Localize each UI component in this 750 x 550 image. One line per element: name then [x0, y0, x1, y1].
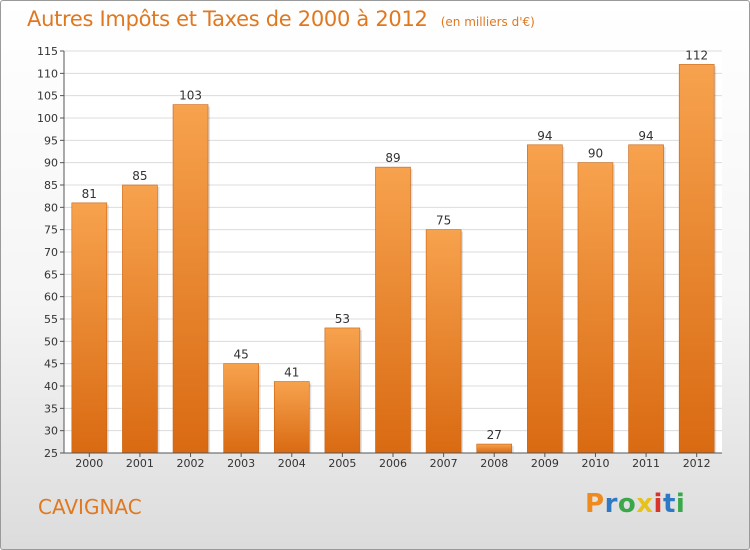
bar-2007 [425, 229, 462, 454]
bar-2010 [577, 162, 614, 454]
y-tick-label: 35 [44, 402, 58, 415]
title-block: Autres Impôts et Taxes de 2000 à 2012 (e… [27, 7, 535, 31]
x-tick-label: 2008 [480, 457, 508, 470]
x-tick-label: 2006 [379, 457, 407, 470]
bar-2006 [375, 166, 411, 454]
logo-letter: i [675, 489, 686, 519]
value-label: 27 [487, 428, 502, 442]
y-tick-label: 55 [44, 313, 58, 326]
chart-unit: (en milliers d'€) [440, 15, 535, 29]
logo-letter: i [653, 489, 663, 519]
bar-2004 [273, 381, 310, 454]
proxiti-logo: Proxiti [585, 489, 685, 519]
x-tick-label: 2000 [75, 457, 103, 470]
bar-2012 [678, 64, 715, 454]
logo-letter: x [636, 489, 654, 519]
y-tick-label: 45 [44, 358, 58, 371]
y-tick-label: 90 [44, 157, 58, 170]
y-tick-label: 110 [37, 67, 58, 80]
axes: 25 30 35 40 45 50 55 60 65 70 75 80 85 90 95 100 105 110 1… [37, 45, 722, 470]
y-tick-label: 95 [44, 134, 58, 147]
x-tick-label: 2002 [177, 457, 205, 470]
bar-2008 [476, 443, 513, 454]
value-label: 112 [685, 48, 708, 62]
x-tick-label: 2003 [227, 457, 255, 470]
value-label: 103 [179, 89, 202, 103]
value-label: 85 [132, 169, 147, 183]
value-label: 75 [436, 214, 451, 228]
y-tick-label: 105 [37, 90, 58, 103]
logo-letter: t [662, 489, 676, 519]
x-tick-label: 2012 [683, 457, 711, 470]
y-tick-label: 75 [44, 224, 58, 237]
y-tick-label: 65 [44, 268, 58, 281]
value-label: 89 [385, 151, 400, 165]
bar-2000 [71, 202, 108, 454]
bar-2001 [122, 184, 158, 454]
bar-2003 [223, 363, 259, 454]
x-tick-label: 2011 [632, 457, 660, 470]
logo-letter: o [617, 489, 637, 519]
x-tick-label: 2010 [581, 457, 609, 470]
y-tick-label: 80 [44, 201, 58, 214]
y-tick-label: 50 [44, 335, 58, 348]
y-tick-label: 25 [44, 447, 58, 460]
y-tick-label: 115 [37, 45, 58, 58]
x-tick-label: 2001 [126, 457, 154, 470]
chart-title: Autres Impôts et Taxes de 2000 à 2012 [27, 7, 428, 31]
value-label: 53 [335, 312, 350, 326]
x-tick-label: 2004 [278, 457, 306, 470]
y-tick-label: 100 [37, 112, 58, 125]
value-label: 45 [234, 348, 249, 362]
y-tick-label: 30 [44, 425, 58, 438]
y-tick-label: 70 [44, 246, 58, 259]
x-tick-label: 2005 [328, 457, 356, 470]
value-label: 94 [638, 129, 653, 143]
bar-2011 [628, 144, 664, 454]
logo-letter: P [585, 489, 605, 519]
bar-2002 [172, 104, 209, 454]
y-tick-label: 85 [44, 179, 58, 192]
logo-letter: r [604, 489, 618, 519]
x-tick-label: 2009 [531, 457, 559, 470]
bar-2009 [527, 144, 563, 454]
x-tick-label: 2007 [430, 457, 458, 470]
bars: 81 85 103 45 41 53 89 75 27 94 90 94 112 [71, 48, 717, 454]
commune-name: CAVIGNAC [38, 495, 142, 519]
value-label: 90 [588, 147, 603, 161]
y-tick-label: 40 [44, 380, 58, 393]
value-label: 94 [537, 129, 552, 143]
value-label: 81 [82, 187, 97, 201]
value-label: 41 [284, 366, 299, 380]
bar-2005 [324, 327, 361, 454]
y-tick-label: 60 [44, 291, 58, 304]
